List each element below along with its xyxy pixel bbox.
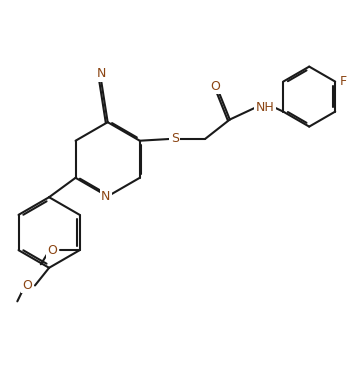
Text: S: S: [171, 132, 179, 146]
Text: N: N: [101, 190, 110, 203]
Text: F: F: [339, 75, 347, 88]
Text: N: N: [97, 67, 106, 80]
Text: O: O: [48, 244, 58, 257]
Text: NH: NH: [256, 101, 274, 114]
Text: O: O: [210, 79, 220, 92]
Text: O: O: [22, 279, 32, 292]
